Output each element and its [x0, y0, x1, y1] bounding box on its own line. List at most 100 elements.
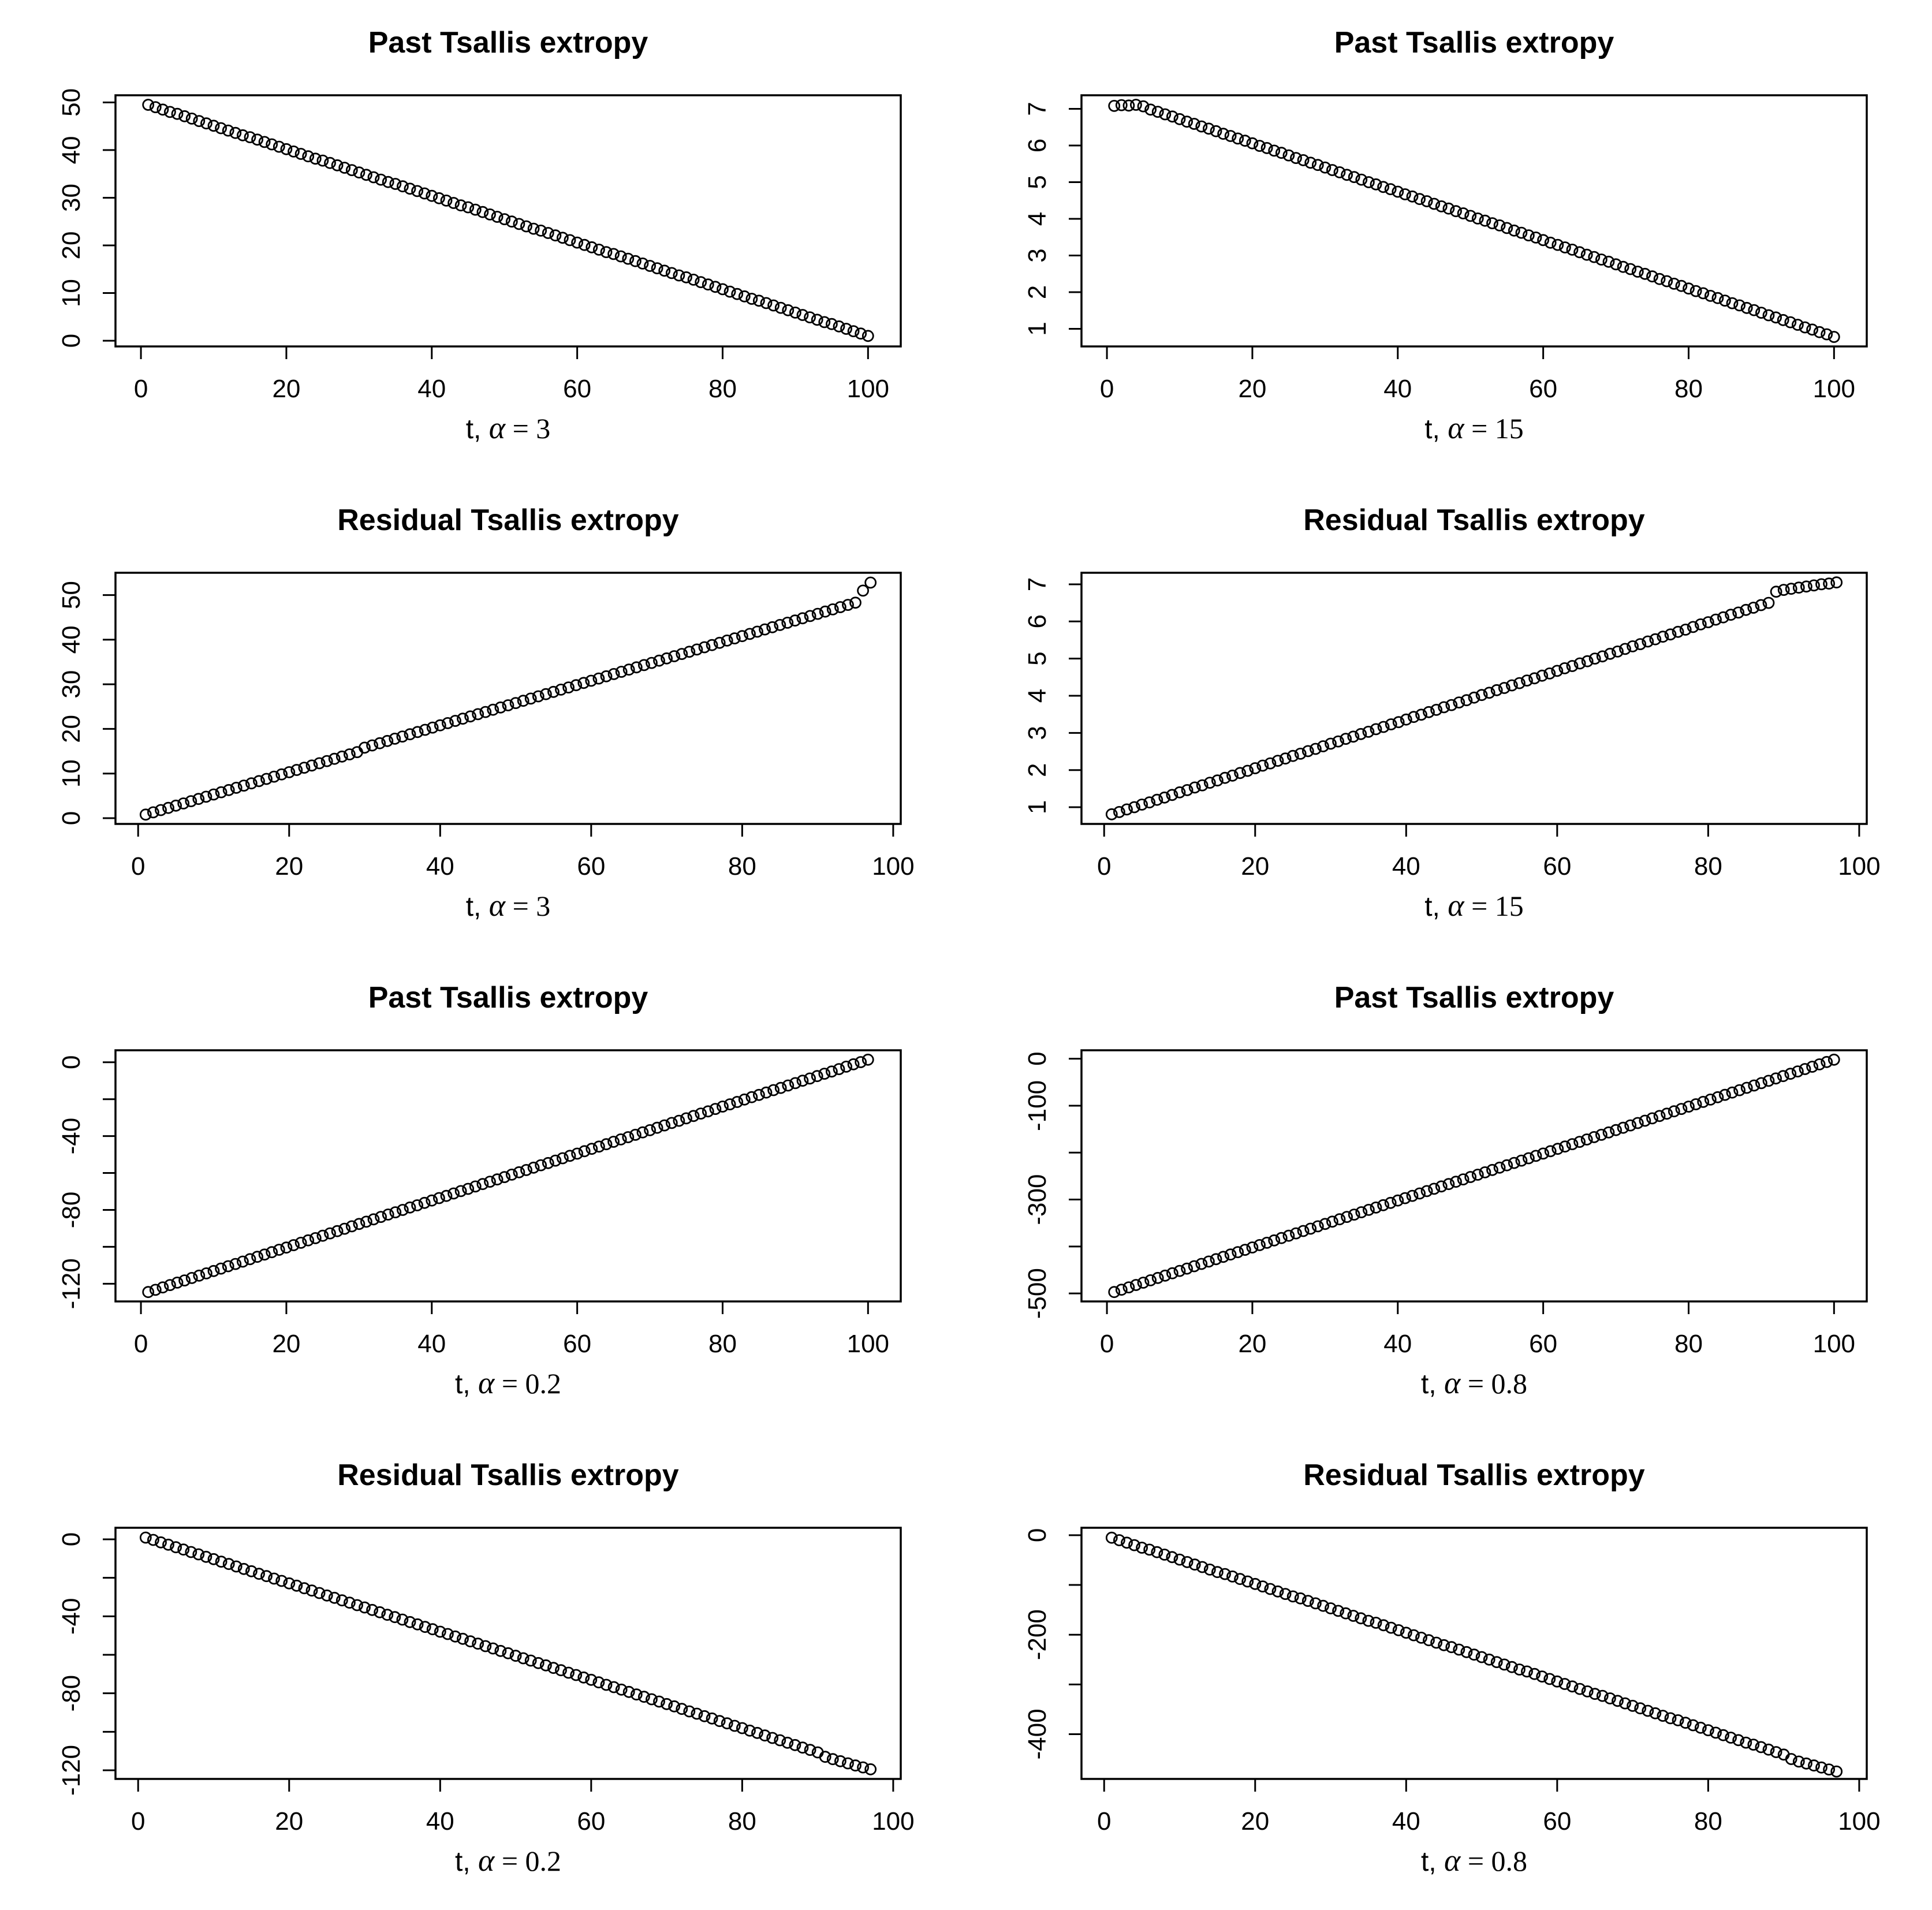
data-point: [1475, 1651, 1488, 1663]
data-point: [796, 612, 809, 625]
data-point: [1275, 147, 1288, 159]
data-point: [1515, 226, 1528, 239]
data-point: [142, 1286, 155, 1299]
y-tick-label: -40: [57, 1118, 85, 1155]
data-point: [1642, 635, 1654, 648]
data-point: [313, 757, 326, 770]
data-point: [585, 1673, 598, 1686]
data-point: [1196, 779, 1209, 792]
data-point: [266, 1246, 278, 1259]
data-point: [585, 674, 598, 687]
data-point: [1717, 611, 1729, 624]
chart-plot: 0 20 40 60 80 100 -400 -200 0: [1023, 1527, 1881, 1836]
alpha-symbol: α: [488, 411, 506, 445]
data-point: [1558, 1678, 1571, 1690]
data-point: [661, 1698, 673, 1710]
alpha-symbol: α: [478, 1366, 495, 1400]
data-point: [1631, 266, 1644, 278]
x-tick-label: 100: [1813, 375, 1855, 403]
data-point: [1815, 578, 1827, 591]
data-point: [1619, 643, 1631, 655]
data-point: [585, 1143, 598, 1155]
data-point: [864, 576, 877, 589]
y-tick-label: -100: [1023, 1080, 1051, 1131]
data-point: [622, 252, 635, 265]
data-point: [570, 679, 583, 692]
alpha-value: = 3: [505, 890, 551, 922]
x-axis-label: t, α = 3: [115, 888, 901, 923]
data-point: [1704, 1093, 1717, 1106]
panel-past-alpha-3: 0 20 40 60 80 100 0 10 20 30 40 50 Past Tsallis ext…: [0, 0, 966, 477]
data-point: [1355, 728, 1367, 740]
data-point: [1694, 1721, 1707, 1734]
data-point: [1282, 149, 1295, 162]
y-tick-label: 7: [1023, 577, 1051, 591]
data-point: [1136, 799, 1148, 811]
data-point: [1202, 1255, 1215, 1268]
data-point: [1544, 236, 1557, 249]
data-point: [1264, 1583, 1277, 1595]
data-point: [1347, 1610, 1360, 1622]
data-point: [207, 120, 220, 132]
data-point: [811, 1070, 823, 1083]
data-point: [367, 1213, 380, 1226]
data-point: [709, 281, 722, 293]
data-point: [731, 288, 744, 300]
data-point: [1595, 1128, 1607, 1141]
x-tick-label: 20: [1238, 1330, 1266, 1358]
data-point: [163, 1279, 176, 1291]
data-point: [331, 159, 344, 171]
y-tick-label: 4: [1023, 212, 1051, 226]
data-point: [1551, 238, 1564, 251]
data-point: [1304, 1222, 1317, 1235]
x-tick-label: 100: [1813, 1330, 1855, 1358]
data-point: [484, 208, 496, 221]
data-point: [1333, 1213, 1346, 1226]
data-point: [847, 325, 860, 337]
y-tick-label: 7: [1023, 102, 1051, 115]
data-point: [156, 1281, 169, 1294]
data-point: [1762, 309, 1775, 322]
data-point: [447, 1187, 460, 1200]
data-point: [1370, 1617, 1382, 1629]
data-point: [1438, 701, 1450, 714]
chart-title: Residual Tsallis extropy: [337, 503, 679, 537]
data-point: [472, 708, 484, 721]
data-point: [1508, 1157, 1520, 1169]
data-point: [509, 697, 522, 710]
data-point: [1523, 1152, 1535, 1165]
data-point: [804, 1072, 816, 1085]
data-point: [1340, 1607, 1352, 1620]
data-point: [760, 1086, 773, 1099]
y-tick-label: 6: [1023, 139, 1051, 152]
data-point: [1249, 1577, 1262, 1590]
data-point: [653, 1695, 665, 1708]
data-point: [426, 721, 439, 734]
chart-title: Past Tsallis extropy: [368, 26, 648, 59]
data-point: [1137, 1277, 1150, 1289]
y-tick-label: -400: [1023, 1708, 1051, 1759]
data-point: [1319, 1218, 1331, 1230]
y-tick-label: 20: [57, 232, 85, 260]
data-point: [251, 133, 264, 146]
data-point: [266, 138, 278, 151]
data-point: [324, 156, 336, 169]
data-point: [1232, 132, 1244, 145]
x-tick-label: 0: [134, 1330, 148, 1358]
y-tick-label: 0: [57, 1055, 85, 1069]
x-axis-label: t, α = 15: [1081, 411, 1867, 445]
data-point: [290, 764, 303, 776]
chart-title: Past Tsallis extropy: [368, 981, 648, 1014]
x-tick-label: 60: [1543, 852, 1571, 881]
data-point: [1122, 99, 1135, 112]
data-point: [524, 692, 537, 705]
y-tick-label: 0: [57, 1532, 85, 1546]
data-point: [1566, 1680, 1579, 1693]
data-point: [1595, 253, 1607, 266]
x-tick-label: 40: [426, 1807, 454, 1836]
data-point: [698, 1710, 711, 1722]
data-point: [1719, 294, 1731, 307]
data-point: [578, 1145, 591, 1158]
data-point: [600, 670, 613, 682]
data-point: [411, 1618, 424, 1631]
